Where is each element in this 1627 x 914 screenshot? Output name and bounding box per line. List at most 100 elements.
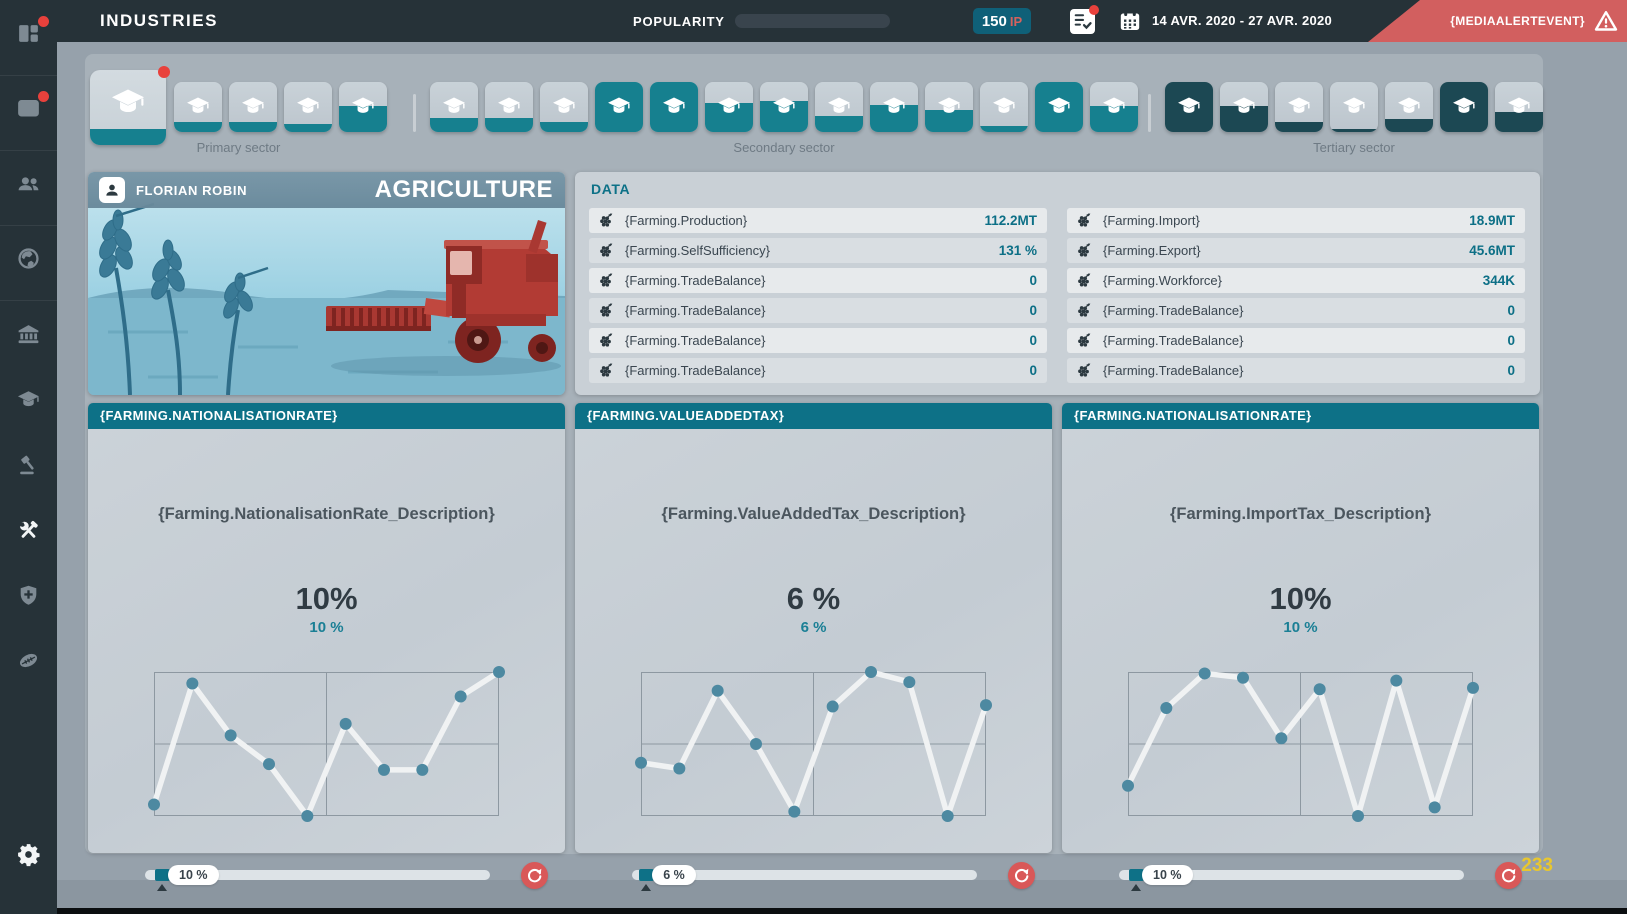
- sidebar-item-justice[interactable]: [0, 452, 57, 508]
- panel-description: {Farming.ImportTax_Description}: [1170, 505, 1431, 523]
- sector-tab-2-3[interactable]: [1330, 82, 1378, 132]
- sector-progress-fill: [540, 122, 588, 132]
- data-row-label: {Farming.TradeBalance}: [625, 363, 766, 378]
- data-row-value: 18.9MT: [1469, 213, 1515, 228]
- sector-tab-0-1[interactable]: [174, 82, 222, 132]
- sector-tab-2-0[interactable]: [1165, 82, 1213, 132]
- sector-tab-2-6[interactable]: [1495, 82, 1543, 132]
- panel-subvalue: 10 %: [1283, 619, 1318, 636]
- graduation-cap-icon: [295, 93, 321, 119]
- slider-handle[interactable]: [1129, 869, 1144, 881]
- slider-handle[interactable]: [155, 869, 170, 881]
- sector-tab-0-0[interactable]: [90, 66, 170, 145]
- sidebar-item-government[interactable]: [0, 321, 57, 377]
- sector-tab-1-1[interactable]: [485, 82, 533, 132]
- graduation-cap-icon: [1176, 93, 1202, 119]
- sidebar-divider: [0, 300, 57, 301]
- sector-tab-2-1[interactable]: [1220, 82, 1268, 132]
- sector-tab-1-4[interactable]: [650, 82, 698, 132]
- sidebar-item-industries[interactable]: [0, 518, 57, 574]
- sidebar-item-health[interactable]: [0, 583, 57, 639]
- sidebar-item-dashboard[interactable]: [0, 16, 57, 77]
- data-column-left: {Farming.Production} 112.2MT {Farming.Se…: [589, 208, 1047, 388]
- sector-group: Secondary sector: [430, 66, 1138, 158]
- graduation-cap-icon: [185, 93, 211, 119]
- refresh-button[interactable]: [1008, 862, 1035, 889]
- sector-tab-1-7[interactable]: [815, 82, 863, 132]
- sector-tab-2-2[interactable]: [1275, 82, 1323, 132]
- sector-tab-2-4[interactable]: [1385, 82, 1433, 132]
- sector-progress-fill: [1495, 112, 1543, 132]
- refresh-button[interactable]: [521, 862, 548, 889]
- sector-tab-1-5[interactable]: [705, 82, 753, 132]
- sector-tab-1-10[interactable]: [980, 82, 1028, 132]
- globe-icon: [16, 246, 41, 271]
- policy-slider[interactable]: 6 %: [632, 865, 977, 891]
- sector-tab-1-12[interactable]: [1090, 82, 1138, 132]
- sidebar-divider: [0, 75, 57, 76]
- crop-icon: [1076, 212, 1093, 229]
- bank-icon: [16, 321, 41, 346]
- advisor-icon: [99, 177, 125, 203]
- sidebar-item-education[interactable]: [0, 387, 57, 443]
- data-row-value: 0: [1029, 303, 1037, 318]
- sector-tab-1-2[interactable]: [540, 82, 588, 132]
- graduation-cap-icon: [350, 93, 376, 119]
- data-row-value: 0: [1507, 363, 1515, 378]
- warning-icon: [1594, 9, 1618, 33]
- sector-tab-0-2[interactable]: [229, 82, 277, 132]
- data-row-value: 0: [1029, 363, 1037, 378]
- sidebar-item-world[interactable]: [0, 246, 57, 302]
- panel-header: {FARMING.NATIONALISATIONRATE}: [88, 403, 565, 429]
- data-row-value: 344K: [1482, 273, 1515, 288]
- slider-marker: [157, 884, 167, 891]
- crop-icon: [598, 272, 615, 289]
- sector-tab-1-9[interactable]: [925, 82, 973, 132]
- tasks-icon: [1074, 14, 1092, 30]
- slider-value-pill: 10 %: [168, 865, 219, 885]
- sector-tab-1-3[interactable]: [595, 82, 643, 132]
- sector-tab-1-11[interactable]: [1035, 82, 1083, 132]
- data-row: {Farming.SelfSufficiency} 131 %: [589, 238, 1047, 263]
- data-row: {Farming.Import} 18.9MT: [1067, 208, 1525, 233]
- sector-progress-fill: [90, 129, 166, 145]
- sector-progress-fill: [815, 115, 863, 132]
- sector-tab-0-3[interactable]: [284, 82, 332, 132]
- rugby-ball-icon: [16, 648, 41, 673]
- slider-value-pill: 6 %: [652, 865, 696, 885]
- sidebar-item-settings[interactable]: [0, 842, 57, 898]
- media-alert-banner[interactable]: {MEDIAALERTEVENT}: [1368, 0, 1627, 42]
- crop-icon: [598, 242, 615, 259]
- sidebar-item-sports[interactable]: [0, 648, 57, 704]
- crop-icon: [598, 212, 615, 229]
- graduation-cap-icon: [716, 93, 742, 119]
- sidebar-item-media[interactable]: [0, 91, 57, 152]
- crop-icon: [1076, 332, 1093, 349]
- sector-progress-fill: [1330, 128, 1378, 132]
- tools-icon: [16, 518, 41, 543]
- sector-tab-1-8[interactable]: [870, 82, 918, 132]
- sector-tab-1-0[interactable]: [430, 82, 478, 132]
- sector-tab-0-4[interactable]: [339, 82, 387, 132]
- data-row: {Farming.TradeBalance} 0: [589, 328, 1047, 353]
- influence-points-badge: 150 IP: [973, 8, 1031, 34]
- sector-tab-2-5[interactable]: [1440, 82, 1488, 132]
- graduation-cap-icon: [826, 93, 852, 119]
- sidebar-item-population[interactable]: [0, 171, 57, 227]
- data-row-value: 0: [1029, 273, 1037, 288]
- sidebar-divider: [0, 225, 57, 226]
- ip-suffix: IP: [1009, 13, 1023, 29]
- sector-group-divider: [1148, 94, 1151, 132]
- sector-group: Tertiary sector: [1165, 66, 1543, 158]
- industry-illustration: [88, 172, 565, 395]
- policy-slider[interactable]: 10 %: [1119, 865, 1464, 891]
- policy-slider[interactable]: 10 %: [145, 865, 490, 891]
- refresh-button[interactable]: [1495, 862, 1522, 889]
- slider-handle[interactable]: [639, 869, 655, 881]
- ip-value: 150: [981, 12, 1007, 30]
- date-range: 14 AVR. 2020 - 27 AVR. 2020: [1152, 13, 1333, 28]
- panel-description: {Farming.NationalisationRate_Description…: [158, 505, 495, 523]
- sector-tab-1-6[interactable]: [760, 82, 808, 132]
- data-row-label: {Farming.Import}: [1103, 213, 1200, 228]
- tasks-button[interactable]: [1070, 5, 1099, 34]
